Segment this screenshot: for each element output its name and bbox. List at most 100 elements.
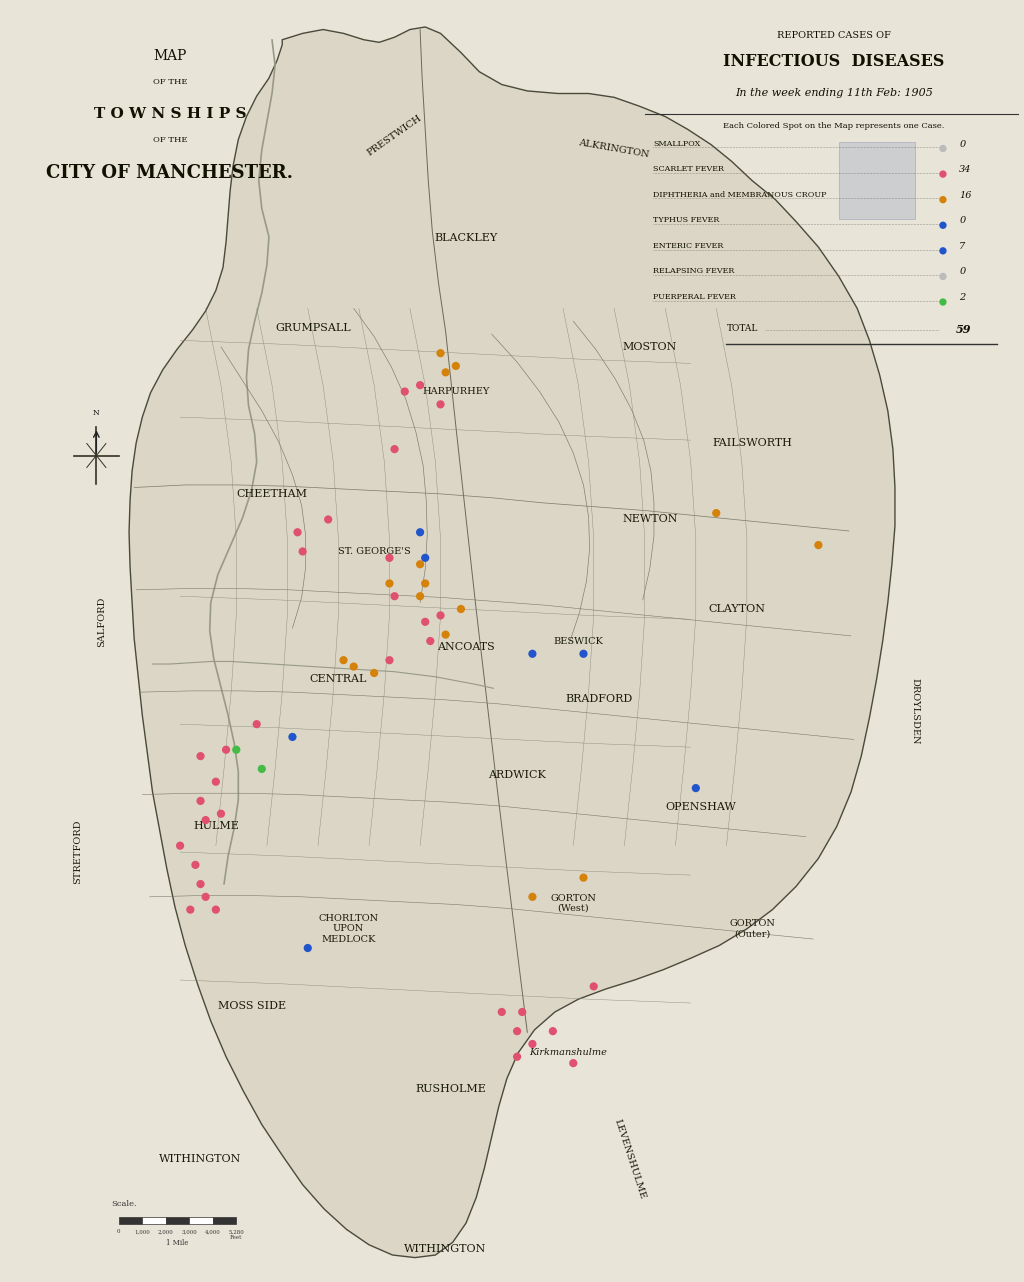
Point [810, 535, 826, 555]
Text: GRUMPSALL: GRUMPSALL [275, 323, 350, 332]
Text: 16: 16 [959, 191, 972, 200]
Point [198, 810, 214, 831]
Text: SALFORD: SALFORD [97, 596, 105, 647]
Point [345, 656, 361, 677]
Point [524, 887, 541, 908]
Point [509, 1046, 525, 1067]
FancyBboxPatch shape [189, 1217, 213, 1224]
Point [319, 509, 336, 529]
Text: Kirkmanshulme: Kirkmanshulme [529, 1049, 607, 1058]
Text: ANCOATS: ANCOATS [437, 642, 495, 653]
Text: 7: 7 [959, 242, 966, 251]
Text: PUERPERAL FEVER: PUERPERAL FEVER [653, 294, 736, 301]
Point [417, 612, 433, 632]
Point [396, 381, 413, 401]
Polygon shape [129, 27, 895, 1258]
Point [335, 650, 351, 670]
Point [198, 887, 214, 908]
Text: 59: 59 [956, 324, 972, 335]
Text: 4,000: 4,000 [205, 1229, 220, 1235]
Point [172, 836, 188, 856]
Text: LEVENSHULME: LEVENSHULME [612, 1118, 647, 1200]
FancyBboxPatch shape [166, 1217, 189, 1224]
Text: ALKRINGTON: ALKRINGTON [579, 138, 650, 159]
Text: 0: 0 [959, 140, 966, 149]
Text: MOSS SIDE: MOSS SIDE [217, 1000, 286, 1010]
Point [935, 138, 951, 159]
Point [417, 547, 433, 568]
Point [935, 267, 951, 287]
Point [524, 644, 541, 664]
Text: HARPURHEY: HARPURHEY [422, 387, 489, 396]
Point [182, 900, 199, 920]
Point [300, 937, 316, 958]
Point [285, 727, 301, 747]
Point [412, 374, 428, 395]
Point [935, 164, 951, 185]
Point [290, 522, 306, 542]
Point [575, 868, 592, 888]
Point [381, 547, 397, 568]
Point [565, 1053, 582, 1073]
Text: DIPHTHERIA and MEMBRANOUS CROUP: DIPHTHERIA and MEMBRANOUS CROUP [653, 191, 826, 199]
FancyBboxPatch shape [839, 142, 915, 219]
Point [208, 900, 224, 920]
Point [935, 292, 951, 313]
Text: CHORLTON
UPON
MEDLOCK: CHORLTON UPON MEDLOCK [318, 914, 379, 944]
Text: Scale.: Scale. [112, 1200, 137, 1209]
Point [366, 663, 382, 683]
Text: OF THE: OF THE [153, 136, 187, 144]
Point [254, 759, 270, 779]
FancyBboxPatch shape [142, 1217, 166, 1224]
Point [935, 241, 951, 262]
Point [545, 1020, 561, 1041]
Point [381, 650, 397, 670]
Text: TYPHUS FEVER: TYPHUS FEVER [653, 217, 719, 224]
Text: 2: 2 [959, 294, 966, 303]
Text: CENTRAL: CENTRAL [309, 674, 367, 685]
Point [381, 573, 397, 594]
Point [412, 522, 428, 542]
Point [586, 976, 602, 996]
Point [422, 631, 438, 651]
Text: ENTERIC FEVER: ENTERIC FEVER [653, 242, 723, 250]
Point [249, 714, 265, 735]
Point [524, 1033, 541, 1054]
Text: T O W N S H I P S: T O W N S H I P S [93, 106, 246, 121]
Text: STRETFORD: STRETFORD [74, 819, 83, 885]
Text: DROYLSDEN: DROYLSDEN [911, 678, 920, 745]
Text: WITHINGTON: WITHINGTON [404, 1244, 486, 1254]
Text: SCARLET FEVER: SCARLET FEVER [653, 165, 724, 173]
Point [412, 554, 428, 574]
Text: NEWTON: NEWTON [623, 514, 678, 524]
Text: 0: 0 [117, 1229, 121, 1235]
Point [193, 874, 209, 895]
Text: RELAPSING FEVER: RELAPSING FEVER [653, 268, 734, 276]
Point [417, 573, 433, 594]
Text: TOTAL: TOTAL [726, 324, 758, 333]
Text: OPENSHAW: OPENSHAW [666, 803, 736, 813]
Text: 3,000: 3,000 [181, 1229, 198, 1235]
Point [386, 438, 402, 459]
Point [437, 362, 454, 382]
Point [437, 624, 454, 645]
Point [494, 1001, 510, 1022]
Text: 0: 0 [959, 217, 966, 226]
Point [228, 740, 245, 760]
Text: CHEETHAM: CHEETHAM [237, 488, 307, 499]
Text: 5,280
Feet: 5,280 Feet [228, 1229, 244, 1240]
Point [432, 342, 449, 363]
Text: 1 Mile: 1 Mile [166, 1238, 188, 1247]
Text: MOSTON: MOSTON [623, 342, 677, 351]
Text: N: N [93, 409, 99, 417]
Text: ARDWICK: ARDWICK [488, 770, 546, 781]
Text: 1,000: 1,000 [134, 1229, 151, 1235]
Text: BRADFORD: BRADFORD [565, 694, 633, 704]
Point [386, 586, 402, 606]
Point [688, 778, 705, 799]
Point [213, 804, 229, 824]
Text: INFECTIOUS  DISEASES: INFECTIOUS DISEASES [723, 53, 944, 69]
Point [218, 740, 234, 760]
Point [295, 541, 311, 562]
Point [432, 394, 449, 414]
